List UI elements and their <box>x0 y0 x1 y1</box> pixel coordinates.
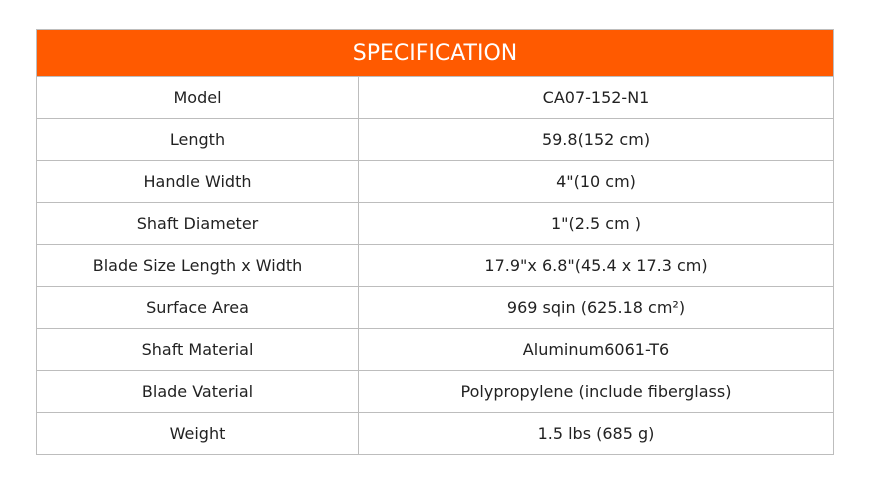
table-row: Shaft Diameter 1"(2.5 cm ) <box>37 203 833 245</box>
spec-label: Shaft Diameter <box>37 203 359 244</box>
table-row: Blade Size Length x Width 17.9"x 6.8"(45.… <box>37 245 833 287</box>
table-row: Surface Area 969 sqin (625.18 cm²) <box>37 287 833 329</box>
table-row: Length 59.8(152 cm) <box>37 119 833 161</box>
specification-table: SPECIFICATION Model CA07-152-N1 Length 59.8… <box>36 29 834 455</box>
spec-value: Aluminum6061-T6 <box>522 340 670 359</box>
spec-label: Weight <box>37 413 359 454</box>
spec-value: 1"(2.5 cm ) <box>550 214 642 233</box>
spec-value: 969 sqin (625.18 cm²) <box>506 298 686 317</box>
spec-label: Shaft Material <box>37 329 359 370</box>
spec-value: Polypropylene (include fiberglass) <box>460 382 732 401</box>
spec-value: 59.8(152 cm) <box>541 130 651 149</box>
spec-label: Length <box>37 119 359 160</box>
spec-label: Model <box>37 77 359 118</box>
spec-value: CA07-152-N1 <box>542 88 650 107</box>
table-row: Weight 1.5 lbs (685 g) <box>37 413 833 454</box>
table-row: Model CA07-152-N1 <box>37 77 833 119</box>
table-row: Handle Width 4"(10 cm) <box>37 161 833 203</box>
spec-value: 1.5 lbs (685 g) <box>537 424 655 443</box>
spec-label: Blade Size Length x Width <box>37 245 359 286</box>
table-row: Shaft Material Aluminum6061-T6 <box>37 329 833 371</box>
table-row: Blade Vaterial Polypropylene (include fib… <box>37 371 833 413</box>
spec-value: 17.9"x 6.8"(45.4 x 17.3 cm) <box>484 256 708 275</box>
spec-label: Handle Width <box>37 161 359 202</box>
table-title: SPECIFICATION <box>37 30 833 77</box>
spec-label: Blade Vaterial <box>37 371 359 412</box>
spec-value: 4"(10 cm) <box>556 172 636 191</box>
spec-label: Surface Area <box>37 287 359 328</box>
